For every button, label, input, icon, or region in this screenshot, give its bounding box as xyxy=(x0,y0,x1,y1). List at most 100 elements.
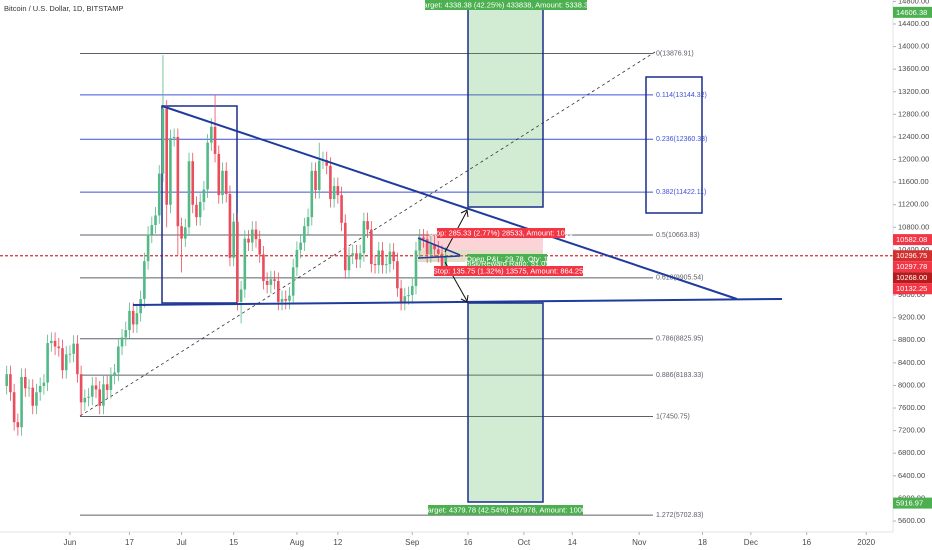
price-tag-label: 5916.97 xyxy=(896,499,923,508)
risk-reward-label: Risk/Reward Ratio: 31.05 xyxy=(464,259,549,268)
candle-body xyxy=(340,195,343,223)
y-tick-label: 7600.00 xyxy=(898,403,925,412)
price-tag xyxy=(893,497,932,509)
candle-body xyxy=(358,253,362,260)
candle-body xyxy=(422,237,425,240)
candle-body xyxy=(50,340,53,344)
candle-body xyxy=(83,397,87,403)
fib-box xyxy=(645,76,703,214)
candle-body xyxy=(396,261,399,289)
candle-body xyxy=(198,201,202,218)
y-tick-label: 11200.00 xyxy=(898,200,929,209)
candle-body xyxy=(46,343,49,383)
candle-body xyxy=(288,295,291,301)
candle-body xyxy=(113,372,116,376)
candle-body xyxy=(347,255,351,271)
candle-body xyxy=(165,108,168,205)
short-target-zone xyxy=(467,302,544,503)
x-tick-label: Oct xyxy=(518,538,531,547)
y-tick-label: 14800.00 xyxy=(898,0,929,5)
candle-body xyxy=(310,170,314,218)
y-tick-label: 9200.00 xyxy=(898,313,925,322)
price-tag-label: 10268.00 xyxy=(896,273,927,282)
y-tick-label: 12000.00 xyxy=(898,155,929,164)
candle-body xyxy=(9,374,12,393)
y-tick-label: 12400.00 xyxy=(898,132,929,141)
candle-body xyxy=(202,189,206,202)
price-tag-label: 10297.78 xyxy=(896,262,927,271)
candle-body xyxy=(27,387,31,389)
price-tag xyxy=(893,250,932,262)
candle-body xyxy=(351,253,355,256)
candle-body xyxy=(228,193,232,258)
candles xyxy=(5,55,448,436)
candle-body xyxy=(284,299,288,301)
fib-label: 0.236(12360.33) xyxy=(656,136,707,143)
y-tick-label: 11600.00 xyxy=(898,177,929,186)
candle-body xyxy=(243,238,247,290)
candle-body xyxy=(183,227,187,239)
y-tick-label: 8000.00 xyxy=(898,380,925,389)
label-bg xyxy=(437,228,565,238)
y-tick-label: 6800.00 xyxy=(898,448,925,457)
candle-body xyxy=(161,108,165,174)
stop-label: Stop: 285.33 (2.77%) 28533, Amount: 1000 xyxy=(429,228,573,237)
candle-body xyxy=(139,299,142,314)
label-bg xyxy=(467,254,547,264)
candle-body xyxy=(410,286,414,296)
y-tick-label: 8400.00 xyxy=(898,358,925,367)
candle-body xyxy=(16,422,20,428)
candle-body xyxy=(68,353,72,355)
label-bg xyxy=(467,264,547,267)
candle-body xyxy=(414,250,418,287)
price-tag xyxy=(893,261,932,273)
candle-body xyxy=(57,346,61,349)
x-tick-label: 17 xyxy=(125,538,134,547)
candle-body xyxy=(433,244,436,250)
candle-body xyxy=(262,254,265,281)
position-labels: Target: 4338.38 (42.25%) 433838, Amount:… xyxy=(420,0,593,515)
price-tag-label: 14606.38 xyxy=(896,8,927,17)
candle-body xyxy=(399,288,403,302)
candle-body xyxy=(239,289,243,302)
support-line xyxy=(132,298,783,306)
price-tag xyxy=(893,234,932,246)
candle-body xyxy=(150,225,154,235)
candle-body xyxy=(217,153,221,196)
candle-body xyxy=(265,280,269,285)
x-tick-label: Jun xyxy=(63,538,76,547)
label-bg xyxy=(428,505,583,515)
candle-body xyxy=(31,387,35,406)
x-tick-label: Aug xyxy=(290,538,304,547)
pattern-line xyxy=(417,237,461,256)
y-tick-label: 7200.00 xyxy=(898,426,925,435)
candle-body xyxy=(124,330,128,338)
candle-body xyxy=(254,229,258,240)
candle-body xyxy=(12,392,16,423)
candle-body xyxy=(128,310,131,331)
candle-body xyxy=(329,165,332,200)
stop-label: Stop: 135.75 (1.32%) 13575, Amount: 864.… xyxy=(433,266,584,275)
price-tag xyxy=(893,6,932,18)
candle-body xyxy=(143,261,146,300)
candle-body xyxy=(117,346,120,373)
candle-body xyxy=(247,238,250,243)
price-tag-label: 10582.08 xyxy=(896,235,927,244)
candle-body xyxy=(61,348,64,371)
candle-body xyxy=(343,222,347,271)
candle-body xyxy=(109,375,113,390)
candle-body xyxy=(317,160,321,191)
target-label: Target: 4338.38 (42.25%) 433838, Amount:… xyxy=(420,0,593,9)
long-target-zone xyxy=(467,0,544,208)
candle-body xyxy=(291,267,295,296)
price-tag-label: 10132.25 xyxy=(896,284,927,293)
candle-body xyxy=(35,392,38,406)
candle-body xyxy=(440,253,444,267)
candle-body xyxy=(64,354,68,371)
candle-body xyxy=(303,226,306,243)
chart-title: Bitcoin / U.S. Dollar, 1D, BITSTAMP xyxy=(4,4,123,13)
y-tick-label: 14400.00 xyxy=(898,19,929,28)
fib-label: 0(13876.91) xyxy=(656,50,694,57)
candle-body xyxy=(370,229,373,265)
candle-body xyxy=(384,264,388,266)
